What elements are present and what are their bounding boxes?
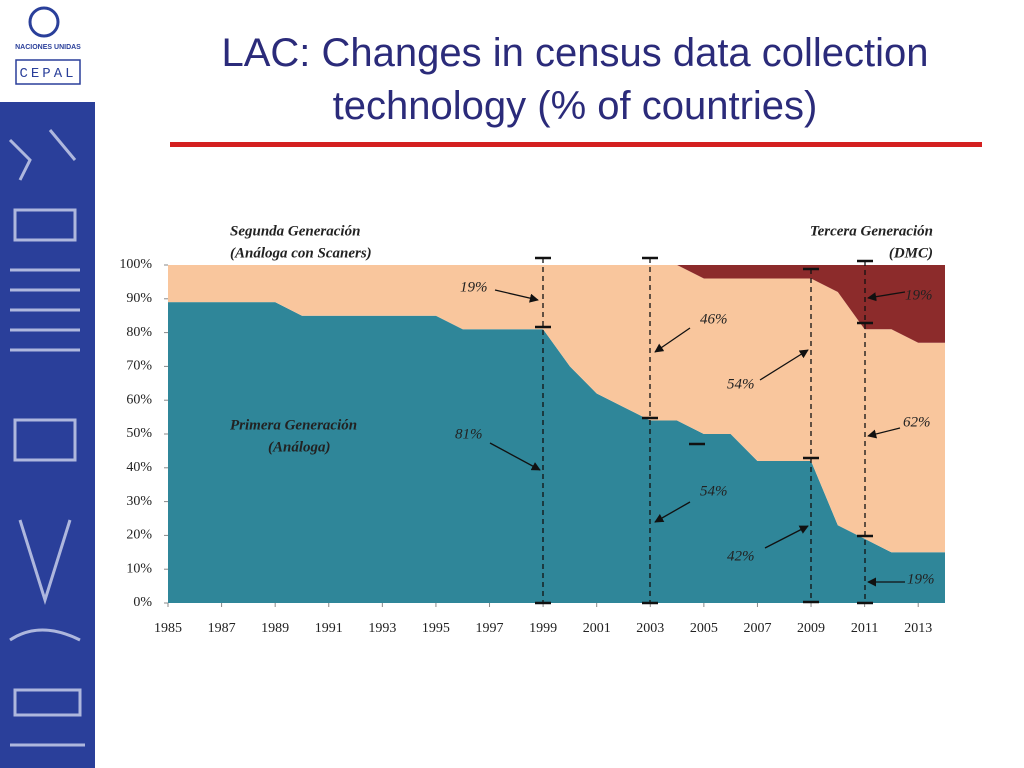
arrow xyxy=(654,501,691,523)
x-tick-label: 1997 xyxy=(476,621,504,636)
logo-box xyxy=(15,59,81,85)
annotation: (Análoga con Scaners) xyxy=(230,245,372,261)
x-tick-label: 2011 xyxy=(851,621,878,636)
x-tick-label: 1989 xyxy=(261,621,289,636)
y-tick-label: 50% xyxy=(126,426,152,441)
annotation: 81% xyxy=(455,426,483,442)
x-tick-label: 1993 xyxy=(368,621,396,636)
x-tick-label: 2003 xyxy=(636,621,664,636)
un-logo xyxy=(28,6,60,38)
y-tick-label: 10% xyxy=(126,561,152,576)
annotation: (DMC) xyxy=(889,245,933,261)
y-tick-label: 60% xyxy=(126,392,152,407)
logo-name: CEPAL xyxy=(19,66,76,82)
annotation: 19% xyxy=(460,279,488,295)
y-tick-label: 80% xyxy=(126,325,152,340)
x-tick-label: 2007 xyxy=(743,621,771,636)
y-tick-label: 100% xyxy=(119,257,152,272)
x-tick-label: 1995 xyxy=(422,621,450,636)
y-tick-label: 0% xyxy=(133,595,152,610)
arrow xyxy=(759,349,809,381)
area xyxy=(168,302,945,603)
area xyxy=(168,265,945,343)
arrow xyxy=(867,291,906,302)
arrow xyxy=(867,427,901,439)
x-tick-label: 1991 xyxy=(315,621,343,636)
arrow xyxy=(764,525,809,549)
y-tick-label: 70% xyxy=(126,359,152,374)
annotation: Segunda Generación xyxy=(230,223,360,239)
x-tick-label: 2001 xyxy=(583,621,611,636)
annotation: 19% xyxy=(905,287,933,303)
area xyxy=(168,265,945,553)
x-tick-label: 2005 xyxy=(690,621,718,636)
chart-title: LAC: Changes in census data collection te… xyxy=(221,31,928,128)
x-tick-label: 2009 xyxy=(797,621,825,636)
arrow xyxy=(494,289,539,303)
logo-org: NACIONES UNIDAS xyxy=(15,44,81,51)
y-tick-label: 30% xyxy=(126,494,152,509)
annotation: 54% xyxy=(700,483,728,499)
annotation: 19% xyxy=(907,571,935,587)
annotation: Primera Generación xyxy=(230,417,357,433)
annotation: 54% xyxy=(727,376,755,392)
annotation: 62% xyxy=(903,414,931,430)
y-tick-label: 90% xyxy=(126,291,152,306)
y-tick-label: 20% xyxy=(126,528,152,543)
annotation: Tercera Generación xyxy=(810,223,933,239)
arrow xyxy=(654,327,691,353)
x-tick-label: 2013 xyxy=(904,621,932,636)
arrow xyxy=(489,442,541,471)
sidebar-decoration xyxy=(8,129,85,747)
title-rule xyxy=(170,142,982,147)
annotation: 46% xyxy=(700,311,728,327)
x-tick-label: 1999 xyxy=(529,621,557,636)
x-tick-label: 1985 xyxy=(154,621,182,636)
annotation: (Análoga) xyxy=(268,439,331,455)
x-tick-label: 1987 xyxy=(208,621,236,636)
annotation: 42% xyxy=(727,548,755,564)
y-tick-label: 40% xyxy=(126,460,152,475)
